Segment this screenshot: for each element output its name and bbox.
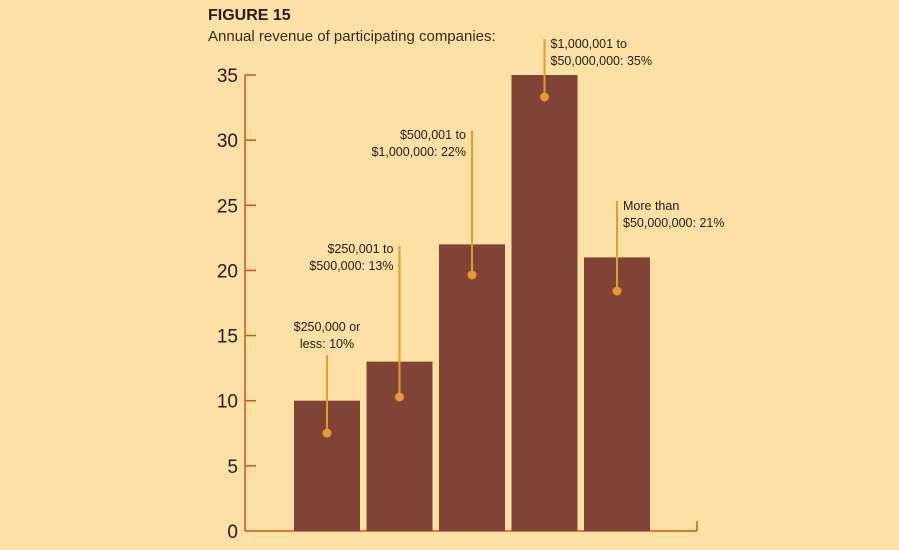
callout-dot bbox=[395, 392, 404, 402]
figure-label: FIGURE 15 bbox=[208, 7, 291, 24]
data-label: $500,000: 13% bbox=[309, 259, 393, 273]
data-label: $50,000,000: 21% bbox=[623, 216, 724, 230]
bar bbox=[511, 75, 578, 531]
y-tick-label: 0 bbox=[227, 522, 238, 543]
data-label: $1,000,000: 22% bbox=[371, 145, 466, 159]
data-label: $1,000,001 to bbox=[551, 37, 628, 51]
callout-dot bbox=[467, 270, 477, 280]
y-tick-label: 35 bbox=[217, 66, 238, 87]
figure-subtitle: Annual revenue of participating companie… bbox=[208, 28, 496, 45]
y-tick-label: 25 bbox=[217, 196, 238, 217]
bar bbox=[584, 257, 650, 531]
data-label: $250,001 to bbox=[327, 242, 393, 256]
y-tick-label: 10 bbox=[217, 392, 238, 413]
data-label: $250,000 or bbox=[294, 320, 361, 334]
bar bbox=[439, 244, 505, 531]
data-label: $500,001 to bbox=[400, 128, 466, 142]
callout-dot bbox=[612, 286, 622, 296]
y-tick-label: 15 bbox=[217, 327, 238, 348]
data-label: $50,000,000: 35% bbox=[551, 54, 652, 68]
data-label: less: 10% bbox=[300, 337, 354, 351]
data-label: More than bbox=[623, 199, 679, 213]
callout-dot bbox=[322, 428, 332, 438]
y-tick-label: 20 bbox=[217, 261, 238, 282]
y-tick-label: 5 bbox=[227, 457, 238, 478]
y-tick-label: 30 bbox=[217, 131, 238, 152]
callout-dot bbox=[540, 92, 549, 102]
